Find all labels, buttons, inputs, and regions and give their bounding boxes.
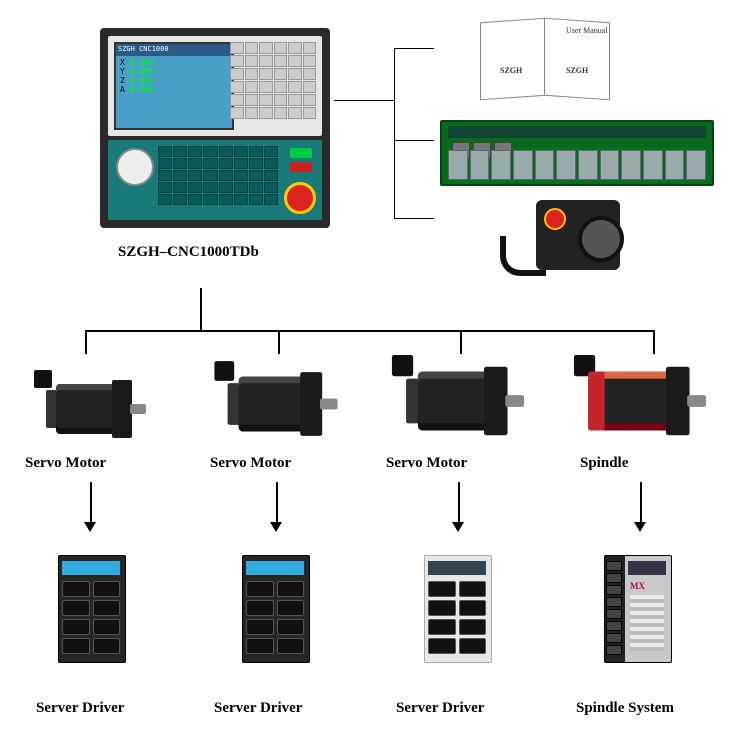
power-off-button xyxy=(290,162,312,172)
cnc-keypad-upper xyxy=(230,42,316,130)
servo-driver-3 xyxy=(414,555,502,665)
manual-title: User Manual xyxy=(566,26,608,35)
accessory-bracket xyxy=(394,48,395,218)
cnc-screen-header: SZGH CNC1000 xyxy=(116,44,232,56)
io-terminal-board xyxy=(440,120,714,186)
arrow-4 xyxy=(640,482,642,524)
servo-driver-2 xyxy=(232,555,320,665)
cnc-lower-panel xyxy=(108,140,322,220)
arrow-1 xyxy=(90,482,92,524)
driver-label-1: Server Driver xyxy=(36,700,124,717)
mpg-handwheel-pendant xyxy=(500,200,620,278)
cnc-axis-row: Z 0.000 xyxy=(120,76,228,85)
main-bracket-drop xyxy=(85,330,87,354)
cnc-axis-row: Y 0.000 xyxy=(120,67,228,76)
arrow-head-2 xyxy=(270,522,282,532)
mpg-wheel xyxy=(578,216,624,262)
servo-motor-2 xyxy=(216,365,336,443)
servo-driver-1 xyxy=(48,555,136,665)
accessory-bracket-arm xyxy=(394,48,434,49)
accessory-bracket-arm xyxy=(394,218,434,219)
spindle-driver: MX xyxy=(594,555,682,665)
servo-motor-3 xyxy=(398,362,518,440)
power-on-button xyxy=(290,148,312,158)
spindle-motor xyxy=(580,362,700,440)
arrow-head-1 xyxy=(84,522,96,532)
controller-model-label: SZGH–CNC1000TDb xyxy=(118,244,259,261)
motor-label-4: Spindle xyxy=(580,455,628,472)
emergency-stop-button xyxy=(284,182,316,214)
main-bracket-drop xyxy=(460,330,462,354)
arrow-2 xyxy=(276,482,278,524)
arrow-head-4 xyxy=(634,522,646,532)
driver-label-3: Server Driver xyxy=(396,700,484,717)
cnc-screen: SZGH CNC1000 X 0.000 Y 0.000 Z 0.000 A 0… xyxy=(114,42,234,130)
connector-line xyxy=(334,100,394,101)
cnc-axis-row: A 0.000 xyxy=(120,85,228,94)
main-bracket-drop xyxy=(653,330,655,354)
main-bracket-bar xyxy=(85,330,655,332)
main-bracket-drop xyxy=(278,330,280,354)
manual-brand: SZGH xyxy=(566,66,588,75)
motor-label-3: Servo Motor xyxy=(386,455,467,472)
cnc-keypad-lower xyxy=(158,146,278,214)
accessory-bracket-arm xyxy=(394,140,434,141)
mpg-estop xyxy=(544,208,566,230)
cnc-upper-panel: SZGH CNC1000 X 0.000 Y 0.000 Z 0.000 A 0… xyxy=(108,36,322,136)
cnc-axis-row: X 0.000 xyxy=(120,58,228,67)
manual-brand: SZGH xyxy=(500,66,522,75)
driver-label-2: Server Driver xyxy=(214,700,302,717)
arrow-head-3 xyxy=(452,522,464,532)
main-bracket-stem xyxy=(200,288,202,330)
motor-label-2: Servo Motor xyxy=(210,455,291,472)
cnc-controller: SZGH CNC1000 X 0.000 Y 0.000 Z 0.000 A 0… xyxy=(100,28,330,228)
servo-motor-1 xyxy=(30,370,150,448)
cnc-feed-dial xyxy=(116,148,154,186)
motor-label-1: Servo Motor xyxy=(25,455,106,472)
driver-label-4: Spindle System xyxy=(576,700,674,717)
user-manual: User Manual SZGH SZGH xyxy=(480,18,610,96)
arrow-3 xyxy=(458,482,460,524)
